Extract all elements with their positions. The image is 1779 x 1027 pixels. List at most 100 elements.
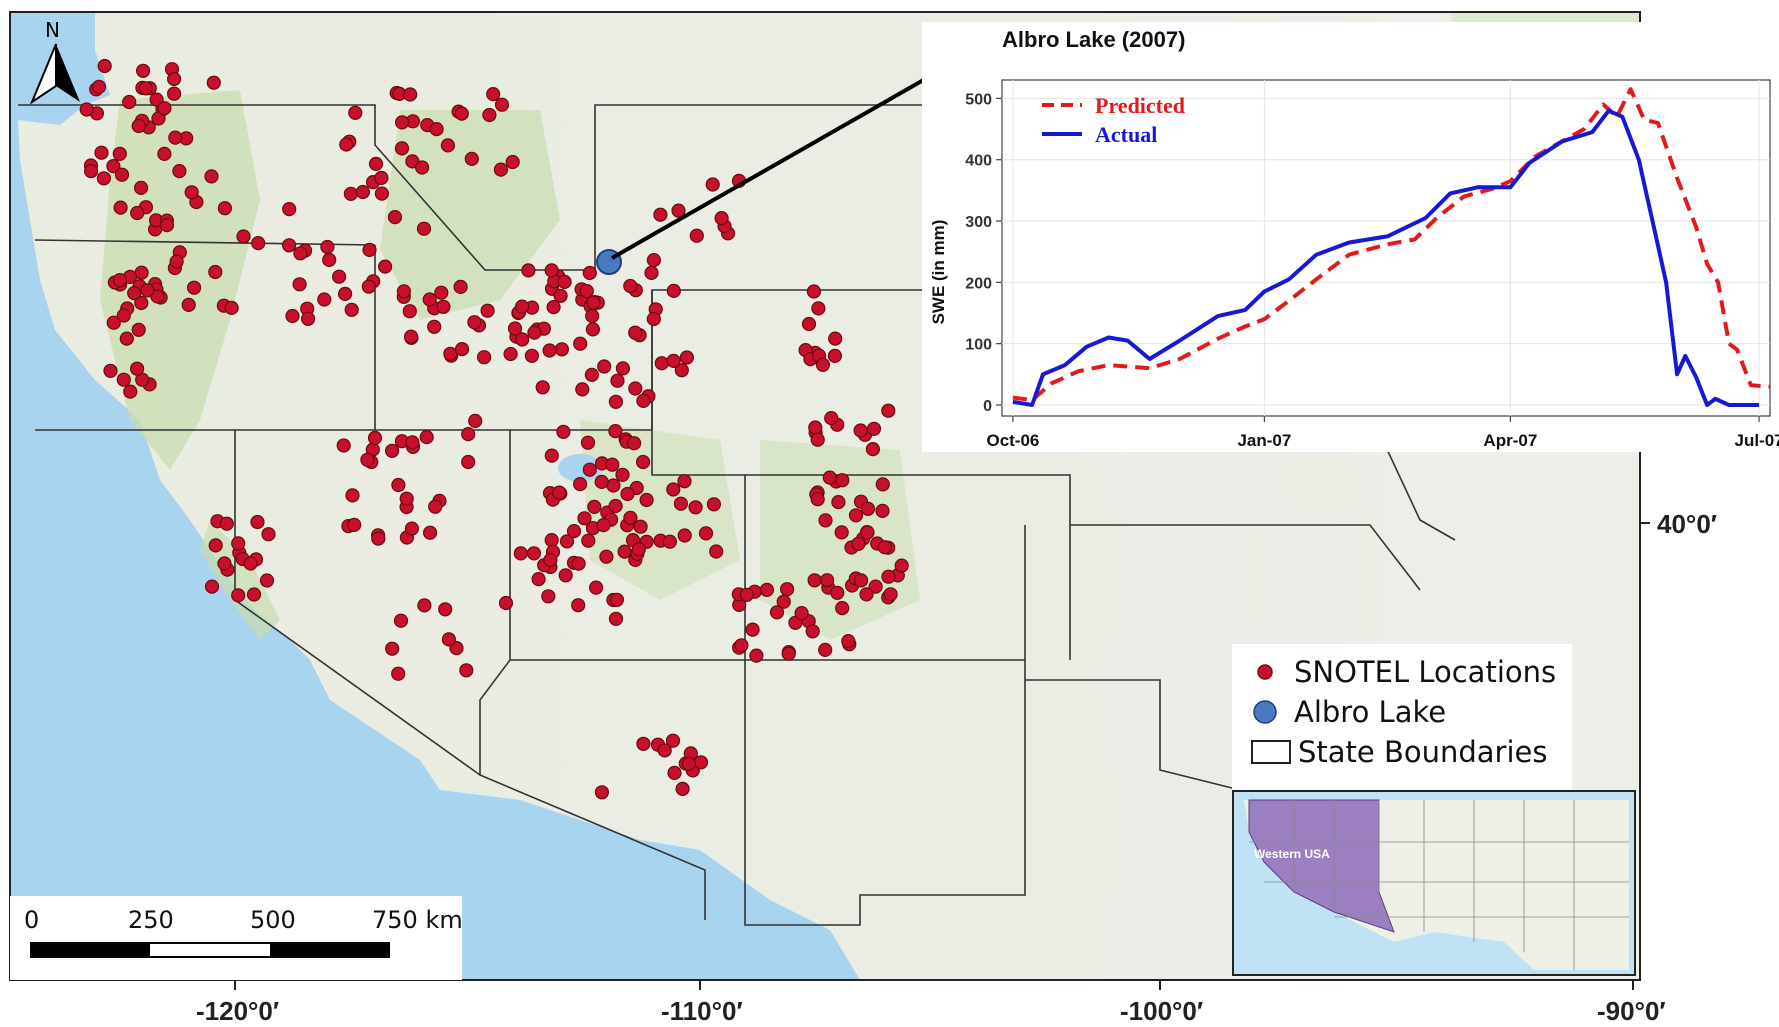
snotel-point[interactable] (546, 300, 561, 315)
snotel-point[interactable] (818, 642, 833, 658)
snotel-point[interactable] (599, 549, 614, 564)
snotel-point[interactable] (585, 322, 601, 337)
snotel-point[interactable] (494, 97, 510, 112)
snotel-point[interactable] (83, 164, 99, 179)
snotel-point[interactable] (835, 473, 850, 488)
snotel-point[interactable] (714, 211, 729, 226)
snotel-point[interactable] (134, 295, 149, 311)
snotel-point[interactable] (875, 503, 890, 518)
snotel-point[interactable] (608, 424, 623, 439)
snotel-point[interactable] (343, 186, 358, 201)
snotel-point[interactable] (246, 587, 262, 602)
snotel-point[interactable] (636, 393, 651, 408)
snotel-point[interactable] (582, 265, 597, 281)
snotel-point[interactable] (453, 279, 468, 294)
snotel-point[interactable] (251, 236, 266, 251)
snotel-point[interactable] (853, 423, 868, 438)
snotel-point[interactable] (815, 357, 831, 372)
snotel-point[interactable] (848, 508, 864, 523)
snotel-point[interactable] (423, 525, 438, 540)
snotel-point[interactable] (566, 523, 582, 539)
snotel-point[interactable] (168, 130, 183, 145)
snotel-point[interactable] (819, 573, 835, 588)
snotel-point[interactable] (348, 105, 363, 120)
snotel-point[interactable] (417, 598, 432, 613)
snotel-point[interactable] (779, 582, 795, 597)
snotel-point[interactable] (106, 159, 121, 174)
snotel-point[interactable] (535, 380, 550, 395)
snotel-point[interactable] (579, 284, 594, 299)
snotel-point[interactable] (217, 201, 232, 216)
snotel-point[interactable] (860, 525, 875, 540)
snotel-point[interactable] (344, 302, 359, 317)
snotel-point[interactable] (236, 229, 251, 244)
snotel-point[interactable] (693, 755, 709, 770)
snotel-point[interactable] (505, 154, 520, 170)
snotel-point[interactable] (859, 587, 874, 602)
snotel-point[interactable] (405, 435, 420, 450)
snotel-point[interactable] (544, 532, 559, 548)
snotel-point[interactable] (541, 589, 556, 604)
snotel-point[interactable] (419, 430, 434, 445)
snotel-point[interactable] (828, 331, 843, 346)
snotel-point[interactable] (675, 781, 690, 797)
snotel-point[interactable] (620, 486, 635, 502)
snotel-point[interactable] (387, 210, 403, 225)
snotel-point[interactable] (581, 533, 596, 548)
snotel-point[interactable] (415, 160, 430, 175)
snotel-point[interactable] (514, 299, 530, 314)
snotel-point[interactable] (371, 531, 386, 546)
snotel-point[interactable] (440, 138, 455, 153)
snotel-point[interactable] (665, 733, 681, 748)
snotel-point[interactable] (689, 228, 704, 243)
snotel-point[interactable] (827, 348, 843, 363)
snotel-point[interactable] (646, 311, 661, 327)
snotel-point[interactable] (187, 280, 202, 295)
snotel-point[interactable] (781, 646, 796, 661)
snotel-point[interactable] (243, 556, 258, 571)
snotel-point[interactable] (116, 308, 131, 323)
snotel-point[interactable] (542, 343, 557, 358)
snotel-point[interactable] (617, 544, 632, 559)
snotel-point[interactable] (292, 277, 307, 292)
snotel-point[interactable] (822, 470, 837, 485)
snotel-point[interactable] (608, 611, 624, 626)
snotel-point[interactable] (667, 765, 682, 781)
snotel-point[interactable] (677, 474, 692, 489)
snotel-point[interactable] (259, 573, 275, 588)
snotel-point[interactable] (769, 605, 785, 620)
snotel-point[interactable] (416, 221, 432, 236)
snotel-point[interactable] (338, 286, 353, 301)
snotel-point[interactable] (673, 496, 689, 511)
snotel-point[interactable] (480, 303, 495, 318)
snotel-point[interactable] (454, 106, 469, 121)
snotel-point[interactable] (208, 538, 223, 553)
snotel-point[interactable] (97, 58, 112, 74)
snotel-point[interactable] (608, 498, 623, 514)
snotel-point[interactable] (130, 205, 145, 221)
snotel-point[interactable] (653, 207, 668, 222)
snotel-point[interactable] (679, 350, 695, 365)
snotel-point[interactable] (644, 265, 659, 280)
snotel-point[interactable] (441, 632, 456, 647)
snotel-point[interactable] (486, 86, 501, 102)
snotel-point[interactable] (868, 579, 883, 594)
snotel-point[interactable] (662, 534, 678, 549)
snotel-point[interactable] (557, 274, 572, 289)
snotel-point[interactable] (134, 180, 149, 195)
snotel-point[interactable] (810, 492, 825, 507)
snotel-point[interactable] (167, 71, 182, 87)
snotel-point[interactable] (666, 283, 681, 298)
snotel-point[interactable] (206, 75, 221, 90)
snotel-point[interactable] (544, 263, 559, 278)
snotel-point[interactable] (587, 499, 602, 514)
snotel-point[interactable] (436, 299, 451, 314)
snotel-point[interactable] (586, 295, 601, 310)
snotel-point[interactable] (103, 363, 118, 378)
snotel-point[interactable] (461, 454, 476, 470)
snotel-point[interactable] (666, 482, 681, 497)
snotel-point[interactable] (159, 218, 175, 233)
snotel-point[interactable] (374, 186, 389, 201)
snotel-point[interactable] (853, 573, 869, 588)
snotel-point[interactable] (866, 421, 882, 436)
